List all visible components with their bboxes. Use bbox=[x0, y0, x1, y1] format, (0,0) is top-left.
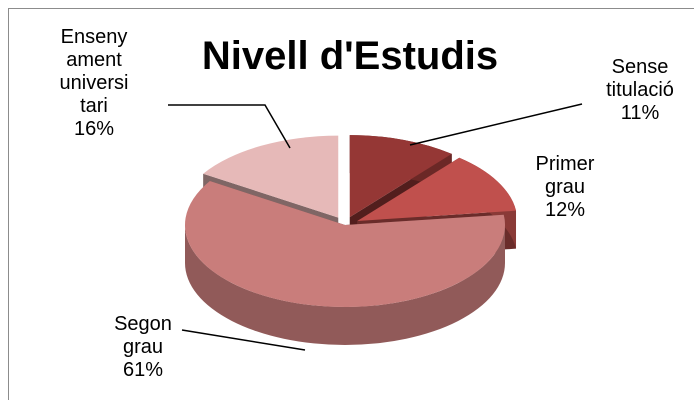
slice bbox=[357, 157, 517, 221]
category-label: Segon grau bbox=[114, 313, 172, 358]
leader-line bbox=[168, 104, 291, 149]
value-label: 12% bbox=[544, 199, 586, 221]
slice bbox=[203, 135, 339, 218]
leader-line bbox=[181, 329, 306, 351]
pie bbox=[185, 135, 517, 345]
slice-label: Segon grau 61% bbox=[98, 313, 188, 382]
slice-label: Sense titulació 11% bbox=[585, 56, 694, 125]
value-label: 16% bbox=[73, 118, 115, 140]
slice-wall bbox=[185, 225, 505, 345]
category-label: Primer grau bbox=[535, 153, 595, 198]
value-label: 61% bbox=[122, 359, 164, 381]
slice-label: Ensenyament universitari 16% bbox=[48, 26, 140, 141]
slice-label: Primer grau 12% bbox=[520, 153, 610, 222]
category-label: Ensenyament universitari bbox=[59, 26, 129, 117]
slice bbox=[349, 135, 452, 218]
category-label: Sense titulació bbox=[606, 56, 674, 101]
value-label: 11% bbox=[620, 102, 660, 124]
leader-line bbox=[409, 103, 583, 146]
slice bbox=[185, 181, 505, 307]
chart-title: Nivell d'Estudis bbox=[201, 34, 499, 78]
